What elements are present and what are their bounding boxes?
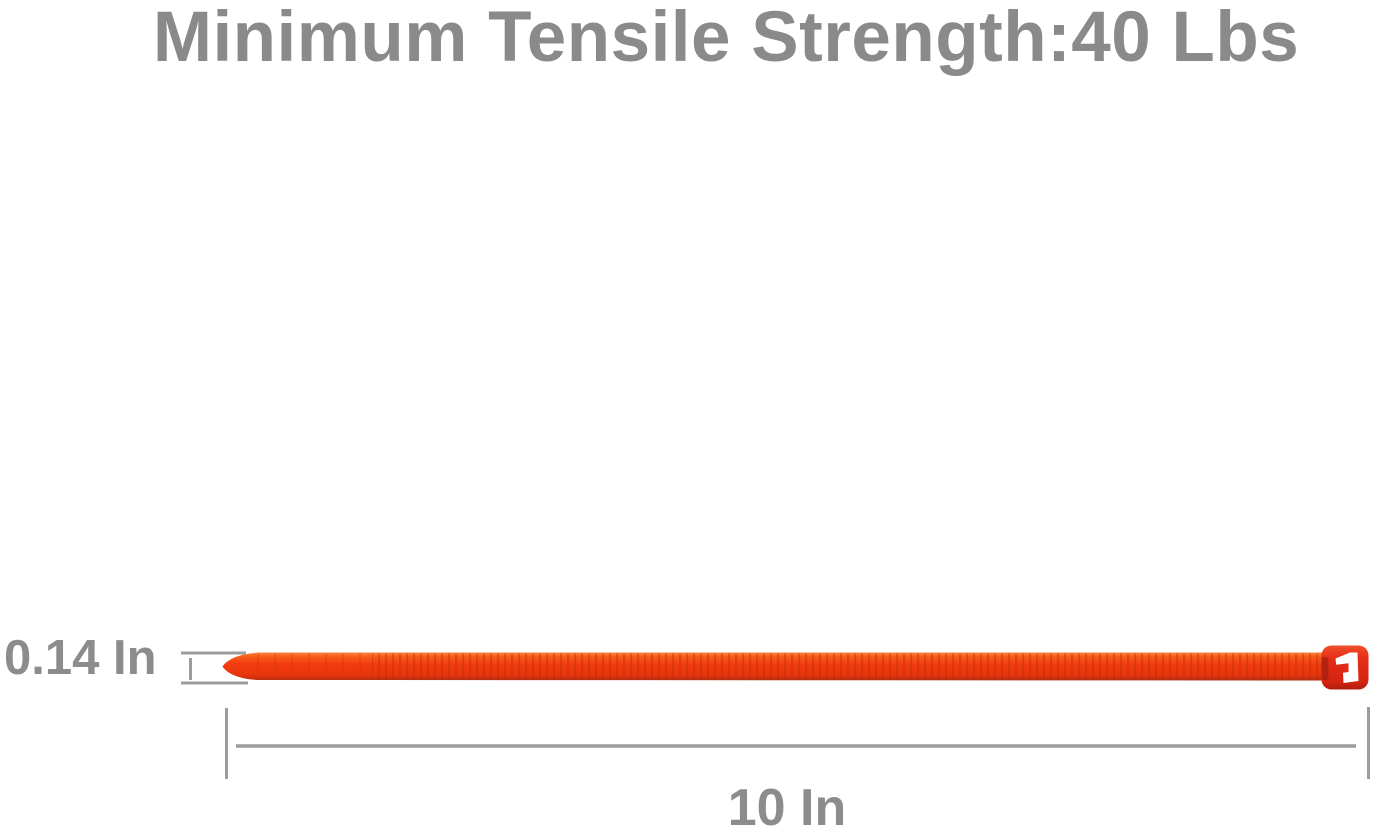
- cable-tie-head-slot: [1335, 652, 1359, 683]
- cable-tie-head-shadow: [1321, 657, 1329, 680]
- width-dimension-bracket: [181, 651, 248, 685]
- length-dimension-line: [225, 707, 1370, 779]
- cable-tie-band-teeth: [372, 653, 1322, 680]
- cable-tie-band-segments: [254, 653, 372, 680]
- length-measurement-label: 10 In: [727, 779, 847, 833]
- cable-tie: [222, 645, 1369, 690]
- width-measurement-label: 0.14 In: [4, 631, 157, 685]
- cable-tie-head: [1321, 645, 1369, 690]
- tensile-strength-title: Minimum Tensile Strength:40 Lbs: [152, 0, 1300, 77]
